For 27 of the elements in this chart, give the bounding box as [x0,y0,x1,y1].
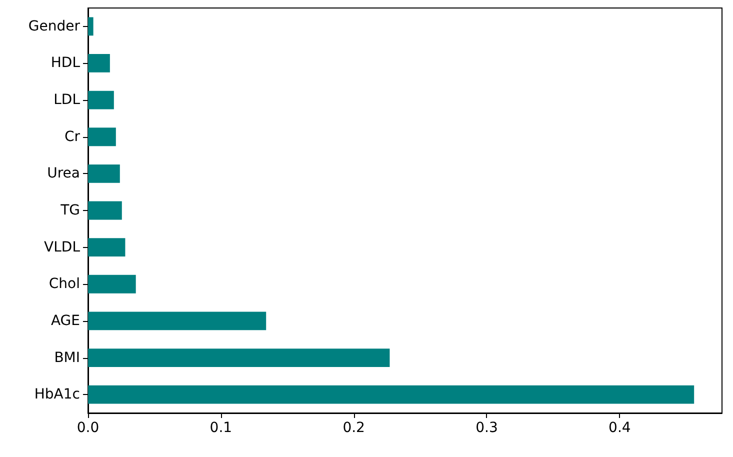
y-tick-label: Urea [47,166,80,182]
bar [88,348,390,367]
bar [88,128,116,146]
y-tick-label: AGE [50,312,80,329]
x-tick-label: 0.4 [608,420,631,436]
y-tick-label: Cr [64,128,80,145]
x-tick-label: 0.2 [342,420,365,436]
bar [88,90,114,110]
x-tick-label: 0.3 [476,420,498,436]
bar [88,17,94,36]
y-tick-label: Gender [28,18,80,34]
y-tick-label: HDL [50,55,80,72]
y-tick-label: LDL [54,92,80,108]
x-tick-label: 0.1 [210,420,232,436]
bar [88,164,120,183]
bar [88,312,266,330]
y-tick-label: TG [60,202,80,218]
y-tick-label: Chol [48,276,80,292]
y-tick-label: VLDL [44,239,80,256]
y-tick-label: BMI [54,350,80,366]
bar [88,274,136,294]
bar [88,385,694,404]
y-tick-label: HbA1c [34,386,80,403]
bar [88,201,122,220]
bar [88,54,110,72]
bar [88,238,126,257]
x-tick-label: 0.0 [76,420,100,436]
